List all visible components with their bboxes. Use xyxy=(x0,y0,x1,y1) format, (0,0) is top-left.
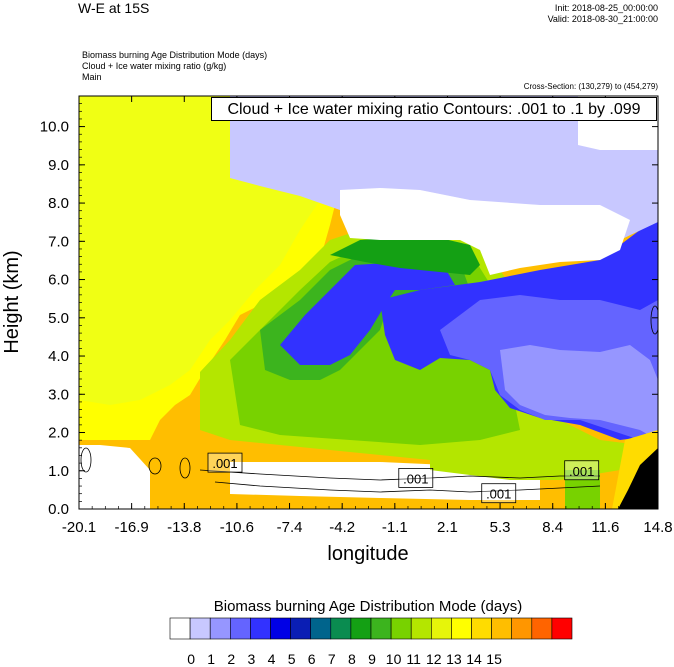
colorbar-label: 2 xyxy=(227,651,235,667)
variable-list: Biomass burning Age Distribution Mode (d… xyxy=(82,50,267,83)
variable-line: Main xyxy=(82,72,102,82)
colorbar-label: 11 xyxy=(406,651,421,667)
field-blue-core xyxy=(280,262,455,365)
contour-line xyxy=(199,469,600,481)
x-tick-label: -4.2 xyxy=(329,519,355,536)
x-tick-label: 5.3 xyxy=(490,519,511,536)
colorbar-swatch xyxy=(230,617,251,640)
colorbar-swatch xyxy=(451,617,472,640)
x-tick-label: 14.8 xyxy=(643,519,672,536)
field-light-blue xyxy=(500,345,658,440)
colorbar-swatch xyxy=(370,617,392,640)
x-axis-label: longitude xyxy=(327,543,408,565)
colorbar-label: 1 xyxy=(207,651,215,667)
x-tick-label: 11.6 xyxy=(591,519,619,536)
contour-label-box xyxy=(207,452,243,473)
contour-line xyxy=(650,305,658,335)
colorbar-swatch xyxy=(189,617,211,640)
colorbar-swatch xyxy=(290,617,312,640)
y-tick-label: 4.0 xyxy=(48,348,69,365)
field-low-white xyxy=(79,445,150,509)
colorbar-label: 3 xyxy=(248,651,256,667)
contour-label: .001 xyxy=(212,456,237,471)
contour-line xyxy=(179,457,191,479)
colorbar-label: 0 xyxy=(187,651,195,667)
colorbar-label: 12 xyxy=(426,651,442,667)
colorbar-swatch xyxy=(511,617,533,640)
y-tick-label: 5.0 xyxy=(48,310,69,327)
colorbar-label: 15 xyxy=(486,651,502,667)
contour-line xyxy=(148,457,162,475)
plot-title: W-E at 15S xyxy=(78,0,150,16)
colorbar-swatch xyxy=(330,617,352,640)
valid-time: Valid: 2018-08-30_21:00:00 xyxy=(547,14,658,24)
x-tick-label: -1.1 xyxy=(382,519,408,536)
x-tick-label: -7.4 xyxy=(277,519,303,536)
colorbar-swatch xyxy=(430,617,452,640)
colorbar-label: 10 xyxy=(386,651,402,667)
contour-legend: Cloud + Ice water mixing ratio Contours:… xyxy=(211,97,657,121)
colorbar-label: 7 xyxy=(328,651,336,667)
cross-section-label: Cross-Section: (130,279) to (454,279) xyxy=(523,82,658,91)
y-tick-label: 10.0 xyxy=(40,119,69,136)
contour-label-box xyxy=(481,483,517,504)
colorbar-label: 4 xyxy=(268,651,276,667)
colorbar-swatch xyxy=(531,617,553,640)
axis-ticks: -20.1 -16.9 -13.8 -10.6 -7.4 -4.2 -1.1 2.1 5.3 8.… xyxy=(40,95,673,536)
run-times: Init: 2018-08-25_00:00:00 Valid: 2018-08… xyxy=(548,3,658,25)
x-tick-label: -16.9 xyxy=(115,519,149,536)
x-tick-label: 2.1 xyxy=(437,519,458,536)
colorbar-label: 14 xyxy=(466,651,482,667)
x-tick-label: 8.4 xyxy=(542,519,563,536)
y-tick-label: 1.0 xyxy=(48,463,69,480)
colorbar-swatch xyxy=(350,617,372,640)
colorbar-label: 9 xyxy=(368,651,376,667)
contour-label-box xyxy=(398,468,434,488)
variable-line: Cloud + Ice water mixing ratio (g/kg) xyxy=(82,61,227,71)
colorbar: 0 1 2 3 4 5 6 7 8 9 10 11 12 13 14 15 xyxy=(169,617,573,667)
contour-label-box xyxy=(564,460,600,481)
colorbar-swatch xyxy=(270,617,291,640)
colorbar-swatch xyxy=(209,617,231,640)
colorbar-swatch xyxy=(410,617,432,640)
field-dark-green xyxy=(330,236,480,275)
colorbar-label: 5 xyxy=(288,651,296,667)
variable-line: Biomass burning Age Distribution Mode (d… xyxy=(82,50,268,60)
contour-line xyxy=(214,481,601,493)
contour-line xyxy=(80,447,92,473)
y-tick-label: 2.0 xyxy=(48,425,69,442)
terrain-fill xyxy=(618,448,658,509)
heatmap-field xyxy=(79,96,658,509)
y-tick-label: 8.0 xyxy=(48,195,69,212)
y-tick-label: 0.0 xyxy=(48,501,69,518)
y-tick-label: 3.0 xyxy=(48,386,69,403)
colorbar-swatch xyxy=(491,617,513,640)
colorbar-swatch xyxy=(551,617,573,640)
x-tick-label: -20.1 xyxy=(62,519,96,536)
colorbar-swatch xyxy=(250,617,271,640)
y-tick-label: 7.0 xyxy=(48,233,69,250)
contour-labels: .001 .001 .001 .001 xyxy=(207,452,600,504)
y-axis-label: Height (km) xyxy=(1,250,23,353)
colorbar-title: Biomass burning Age Distribution Mode (d… xyxy=(214,598,522,615)
colorbar-swatch xyxy=(390,617,412,640)
colorbar-label: 8 xyxy=(348,651,356,667)
colorbar-swatch xyxy=(169,617,191,640)
y-tick-label: 6.0 xyxy=(48,272,69,289)
contour-label: .001 xyxy=(403,471,428,486)
colorbar-swatch xyxy=(310,617,332,640)
colorbar-swatch xyxy=(471,617,492,640)
contour-label: .001 xyxy=(486,487,511,502)
init-time: Init: 2018-08-25_00:00:00 xyxy=(554,3,658,13)
colorbar-label: 13 xyxy=(446,651,462,667)
colorbar-label: 6 xyxy=(308,651,316,667)
x-tick-label: -10.6 xyxy=(220,519,254,536)
field-cloud-white xyxy=(340,188,630,275)
contour-label: .001 xyxy=(569,464,594,479)
x-tick-label: -13.8 xyxy=(167,519,201,536)
y-tick-label: 9.0 xyxy=(48,157,69,174)
